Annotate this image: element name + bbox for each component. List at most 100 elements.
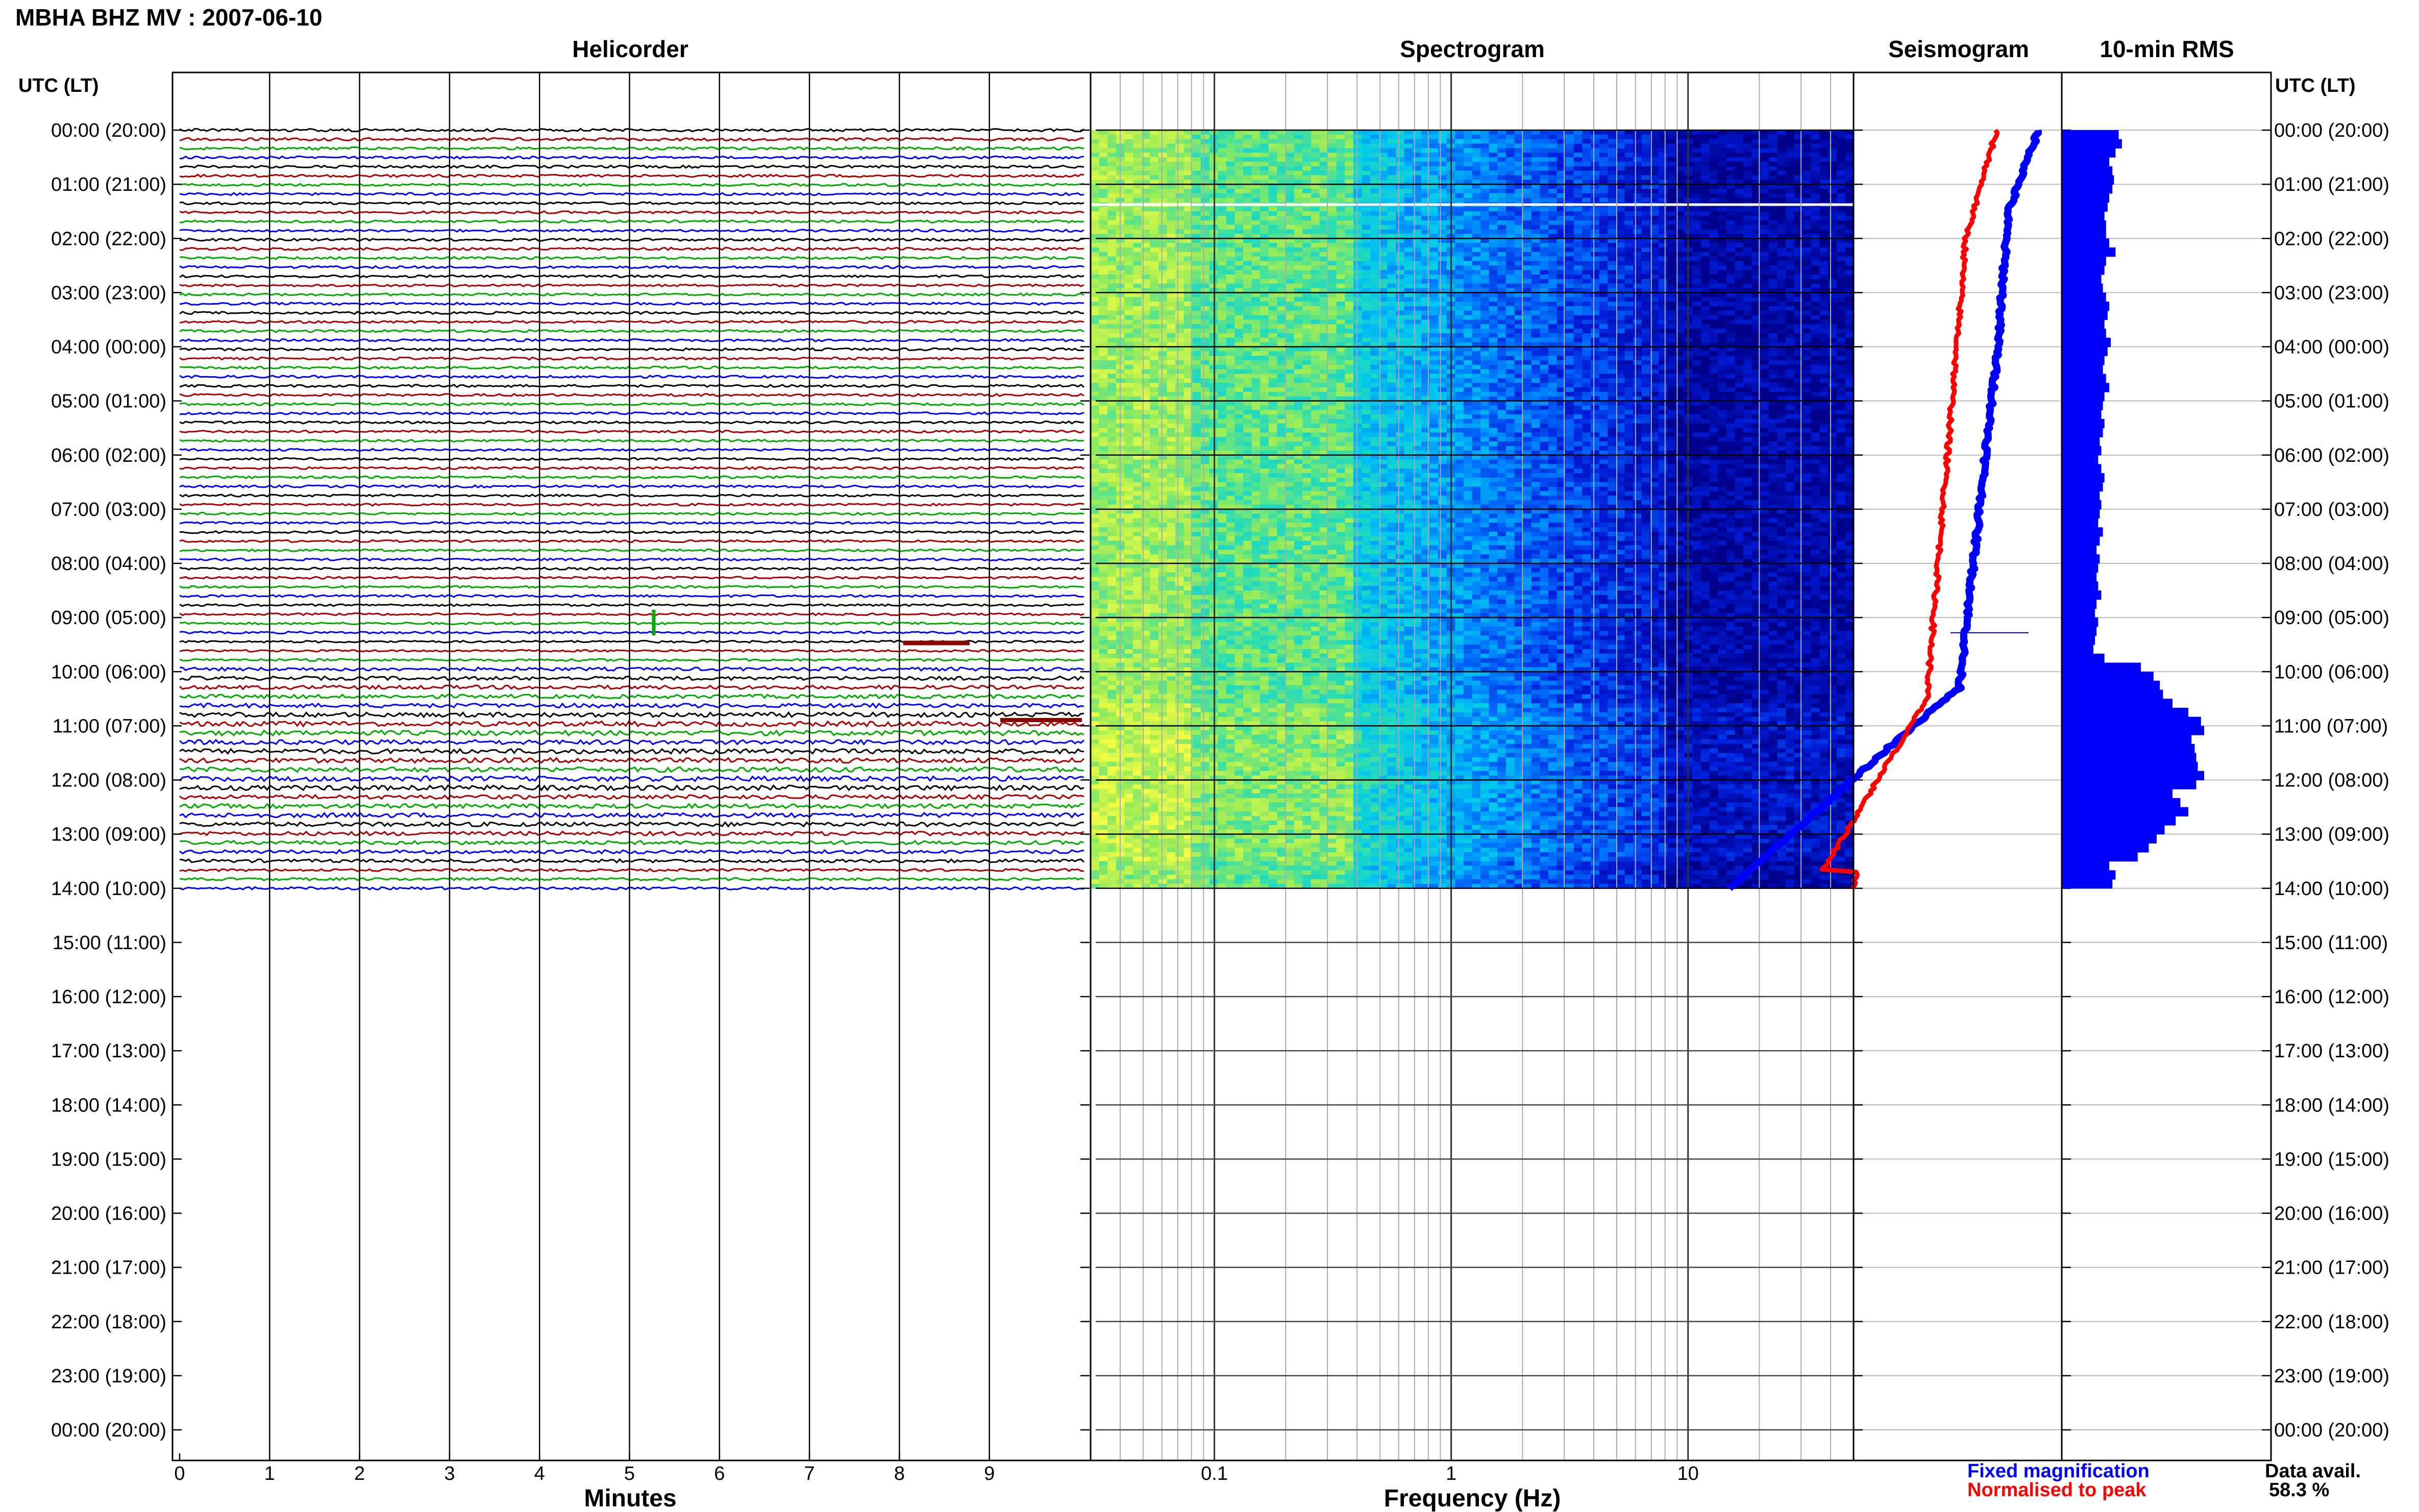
time-label-right: 16:00 (12:00) <box>2274 986 2389 1008</box>
time-label-right: 00:00 (20:00) <box>2274 120 2389 141</box>
time-label-left: 12:00 (08:00) <box>51 770 166 791</box>
rms-bar <box>2062 599 2097 609</box>
rms-bar <box>2062 166 2113 176</box>
time-label-left: 07:00 (03:00) <box>51 499 166 520</box>
rms-bar <box>2062 428 2103 437</box>
time-label-left: 09:00 (05:00) <box>51 607 166 629</box>
time-label-right: 06:00 (02:00) <box>2274 445 2389 466</box>
rms-bar <box>2062 834 2157 844</box>
minute-tick-label: 3 <box>444 1463 455 1484</box>
rms-bar <box>2062 771 2204 781</box>
rms-bar <box>2062 608 2095 618</box>
time-label-left: 19:00 (15:00) <box>51 1149 166 1170</box>
frequency-tick-label: 0.1 <box>1201 1463 1228 1484</box>
rms-bar <box>2062 699 2173 708</box>
seismogram-curves <box>1726 129 2042 891</box>
rms-bar <box>2062 410 2102 419</box>
minute-tick-label: 8 <box>894 1463 905 1484</box>
time-label-right: 10:00 (06:00) <box>2274 661 2389 683</box>
time-label-left: 02:00 (22:00) <box>51 228 166 250</box>
time-label-left: 01:00 (21:00) <box>51 174 166 195</box>
plot-title: MBHA BHZ MV : 2007-06-10 <box>15 4 323 31</box>
time-label-right: 15:00 (11:00) <box>2274 932 2388 954</box>
rms-bar <box>2062 229 2106 239</box>
time-label-left: 16:00 (12:00) <box>51 986 166 1008</box>
rms-bar <box>2062 283 2103 293</box>
time-label-right: 23:00 (19:00) <box>2274 1366 2389 1387</box>
rms-bar <box>2062 337 2111 348</box>
rms-bar <box>2062 743 2195 754</box>
rms-bar <box>2062 554 2100 564</box>
rms-bar <box>2062 825 2165 835</box>
rms-bar <box>2062 500 2102 510</box>
minute-tick-label: 1 <box>264 1463 275 1484</box>
rms-bar <box>2062 735 2192 745</box>
rms-bar <box>2062 211 2105 221</box>
rms-bar <box>2062 473 2105 483</box>
rms-bar <box>2062 265 2105 275</box>
rms-bar <box>2062 870 2116 880</box>
rms-bar <box>2062 689 2163 699</box>
rms-bar <box>2062 364 2103 375</box>
rms-bar <box>2062 780 2196 789</box>
time-label-left: 11:00 (07:00) <box>53 715 166 737</box>
time-label-right: 11:00 (07:00) <box>2274 715 2388 737</box>
rms-bar <box>2062 572 2097 582</box>
rms-bar <box>2062 626 2097 636</box>
rms-bar <box>2062 653 2105 663</box>
rms-bar <box>2062 220 2106 230</box>
time-label-left: 13:00 (09:00) <box>51 824 166 846</box>
time-label-right: 22:00 (18:00) <box>2274 1311 2389 1333</box>
rms-bar <box>2062 256 2106 266</box>
rms-bar <box>2062 292 2106 302</box>
rms-bar <box>2062 581 2099 591</box>
time-label-left: 00:00 (20:00) <box>51 1420 166 1441</box>
time-label-right: 20:00 (16:00) <box>2274 1203 2389 1225</box>
time-label-right: 08:00 (04:00) <box>2274 553 2389 575</box>
time-label-left: 00:00 (20:00) <box>51 120 166 141</box>
rms-bar <box>2062 798 2181 808</box>
utc-label-right: UTC (LT) <box>2275 75 2356 96</box>
rms-bar <box>2062 464 2102 474</box>
rms-bar <box>2062 419 2105 429</box>
time-label-right: 01:00 (21:00) <box>2274 174 2389 195</box>
seismogram-heading: Seismogram <box>1888 36 2029 62</box>
spectrogram-heading: Spectrogram <box>1400 36 1545 62</box>
time-label-right: 12:00 (08:00) <box>2274 770 2389 791</box>
rms-bar <box>2062 762 2198 772</box>
minute-tick-label: 6 <box>714 1463 725 1484</box>
helicorder-heading: Helicorder <box>572 36 688 62</box>
rms-bar <box>2062 617 2099 627</box>
rms-bar <box>2062 482 2103 492</box>
rms-bar <box>2062 635 2095 645</box>
rms-bar <box>2062 148 2116 158</box>
rms-bar <box>2062 383 2109 392</box>
time-label-left: 08:00 (04:00) <box>51 553 166 575</box>
time-label-left: 05:00 (01:00) <box>51 391 166 412</box>
rms-bar <box>2062 753 2196 762</box>
rms-bar <box>2062 590 2102 600</box>
time-label-left: 20:00 (16:00) <box>51 1203 166 1225</box>
minute-tick-label: 2 <box>354 1463 365 1484</box>
rms-bar <box>2062 184 2113 194</box>
time-label-right: 19:00 (15:00) <box>2274 1149 2389 1170</box>
time-label-left: 04:00 (00:00) <box>51 337 166 358</box>
time-label-left: 17:00 (13:00) <box>51 1040 166 1062</box>
legend-fixed-magnification: Fixed magnification <box>1967 1460 2150 1482</box>
time-label-right: 18:00 (14:00) <box>2274 1095 2389 1116</box>
time-label-left: 18:00 (14:00) <box>51 1095 166 1116</box>
rms-bar <box>2062 879 2113 889</box>
minute-tick-label: 9 <box>984 1463 995 1484</box>
time-label-right: 09:00 (05:00) <box>2274 607 2389 629</box>
rms-bar <box>2062 509 2100 519</box>
rms-bar <box>2062 545 2097 555</box>
rms-bar <box>2062 356 2105 365</box>
rms-heading: 10-min RMS <box>2100 36 2234 62</box>
rms-bar <box>2062 726 2204 735</box>
time-axis-labels: 00:00 (20:00) 00:00 (20:00) 01:00 (21:00) 0… <box>51 120 2389 1441</box>
time-label-right: 17:00 (13:00) <box>2274 1040 2389 1062</box>
frequency-axis-title: Frequency (Hz) <box>1384 1485 1561 1512</box>
rms-bar <box>2062 563 2099 573</box>
rms-bar <box>2062 645 2093 654</box>
